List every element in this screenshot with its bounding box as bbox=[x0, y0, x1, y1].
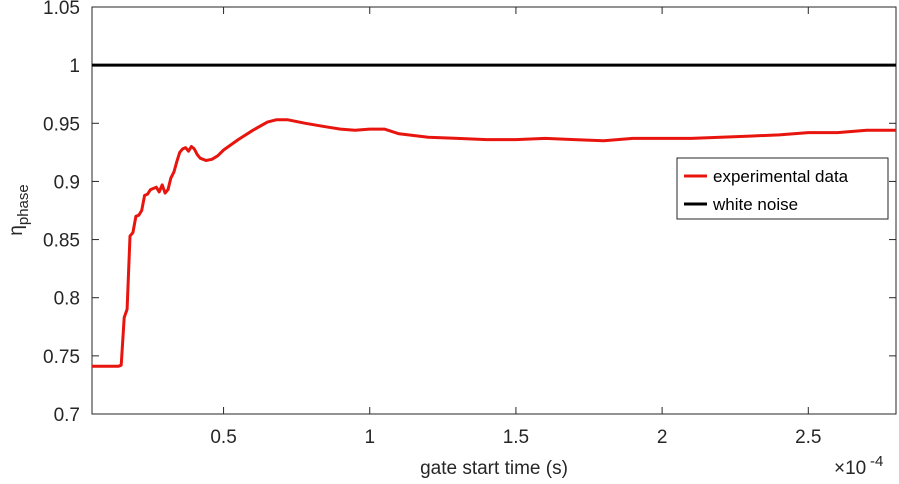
y-tick-label: 0.7 bbox=[54, 405, 80, 426]
y-axis-label: ηphase bbox=[6, 184, 32, 235]
y-axis-label-sub: phase bbox=[15, 184, 32, 225]
legend: experimental data white noise bbox=[676, 157, 889, 220]
x-exponent-base: ×10 bbox=[834, 458, 866, 479]
y-tick-label: 0.95 bbox=[43, 114, 80, 135]
axis-ticks: 0.5 1 1.5 2 2.5 0.7 0.75 0.8 0.85 0.9 0.95 1 1.05 bbox=[43, 0, 896, 448]
y-tick-label: 0.85 bbox=[43, 231, 80, 252]
legend-label-experimental: experimental data bbox=[713, 167, 849, 186]
x-tick-label: 0.5 bbox=[210, 427, 236, 448]
y-tick-label: 1 bbox=[69, 56, 80, 77]
y-tick-label: 0.75 bbox=[43, 347, 80, 368]
y-tick-label: 0.8 bbox=[54, 289, 80, 310]
y-tick-label: 1.05 bbox=[43, 0, 80, 19]
x-exponent: ×10 -4 bbox=[834, 453, 883, 479]
y-axis-label-main: η bbox=[6, 225, 27, 236]
svg-text:ηphase: ηphase bbox=[6, 184, 32, 235]
x-tick-label: 2.5 bbox=[795, 427, 821, 448]
x-axis-label: gate start time (s) bbox=[420, 458, 568, 479]
legend-label-white-noise: white noise bbox=[712, 195, 798, 214]
series-layer bbox=[92, 63, 896, 368]
x-tick-label: 2 bbox=[657, 427, 668, 448]
x-exponent-power: -4 bbox=[870, 453, 883, 470]
series-experimental-data bbox=[92, 118, 896, 368]
legend-box bbox=[676, 157, 889, 220]
x-tick-label: 1 bbox=[364, 427, 375, 448]
y-tick-label: 0.9 bbox=[54, 172, 80, 193]
x-tick-label: 1.5 bbox=[503, 427, 529, 448]
